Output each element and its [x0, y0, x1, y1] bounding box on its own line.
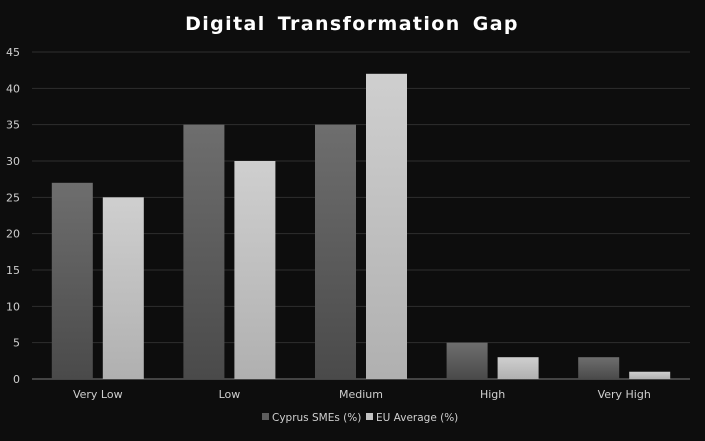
x-tick-label: High [480, 388, 505, 401]
bar-eu-average-high [497, 357, 539, 379]
bar-cyprus-smes-high [446, 342, 488, 379]
legend-label: Cyprus SMEs (%) [272, 412, 361, 424]
x-tick-label: Medium [339, 388, 383, 401]
y-tick-label: 10 [6, 300, 20, 313]
y-tick-label: 35 [6, 119, 20, 132]
bar-eu-average-medium [366, 73, 407, 380]
bar-eu-average-very-low [102, 197, 144, 379]
y-tick-label: 25 [6, 191, 20, 204]
bar-cyprus-smes-very-low [51, 182, 93, 379]
y-tick-label: 15 [6, 264, 20, 277]
legend-label: EU Average (%) [376, 412, 458, 424]
y-tick-label: 5 [13, 337, 20, 350]
y-axis-ticks: 0 5 10 15 20 25 30 35 40 45 [6, 46, 20, 386]
x-axis-ticks: Very Low Low Medium High Very High [73, 388, 651, 401]
legend: Cyprus SMEs (%) EU Average (%) [262, 412, 458, 424]
y-tick-label: 45 [6, 46, 20, 59]
y-tick-label: 20 [6, 228, 20, 241]
y-tick-label: 30 [6, 155, 20, 168]
bar-cyprus-smes-low [183, 124, 225, 380]
y-tick-label: 0 [13, 373, 20, 386]
legend-swatch [366, 413, 373, 420]
x-tick-label: Very High [598, 388, 651, 401]
x-tick-label: Low [219, 388, 241, 401]
legend-swatch [262, 413, 269, 420]
chart-title: Digital Transformation Gap [185, 13, 519, 35]
bar-eu-average-very-high [629, 371, 671, 379]
bar-eu-average-low [234, 161, 276, 379]
y-tick-label: 40 [6, 82, 20, 95]
bar-cyprus-smes-very-high [578, 357, 620, 379]
bar-cyprus-smes-medium [315, 124, 356, 380]
x-tick-label: Very Low [73, 388, 123, 401]
bars [51, 73, 671, 380]
